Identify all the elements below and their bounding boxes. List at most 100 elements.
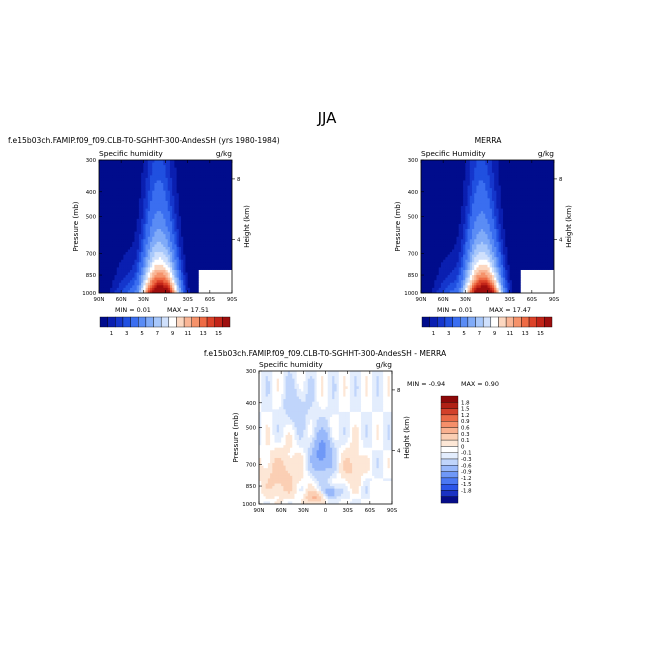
contour-cell xyxy=(138,190,142,194)
y-tick-label: 700 xyxy=(86,252,97,258)
contour-cell xyxy=(489,231,493,235)
contour-cell xyxy=(145,180,149,184)
contour-cell xyxy=(445,188,448,192)
contour-cell xyxy=(192,160,195,163)
contour-cell xyxy=(463,167,466,171)
contour-cell xyxy=(214,175,217,179)
contour-cell xyxy=(438,200,442,204)
contour-cell xyxy=(158,229,162,233)
contour-cell xyxy=(114,252,118,256)
contour-cell xyxy=(454,208,457,212)
contour-cell xyxy=(169,198,173,202)
contour-cell xyxy=(167,269,171,273)
contour-cell xyxy=(500,195,504,199)
contour-cell xyxy=(498,208,502,212)
contour-cell xyxy=(101,180,104,184)
contour-cell xyxy=(445,223,448,227)
contour-cell xyxy=(101,236,104,240)
contour-cell xyxy=(138,180,142,184)
contour-cell xyxy=(212,203,215,207)
contour-cell xyxy=(167,223,171,227)
contour-cell xyxy=(127,275,131,279)
contour-cell xyxy=(467,165,471,169)
contour-cell xyxy=(494,206,497,209)
contour-cell xyxy=(218,285,222,289)
contour-cell xyxy=(101,229,104,233)
contour-cell xyxy=(165,264,169,268)
contour-cell xyxy=(516,231,519,235)
contour-cell xyxy=(500,180,504,184)
contour-cell xyxy=(545,234,548,238)
contour-cell xyxy=(125,218,129,222)
contour-cell xyxy=(143,287,146,291)
contour-cell xyxy=(196,246,200,250)
contour-cell xyxy=(212,257,215,261)
contour-cell xyxy=(147,282,151,286)
contour-cell xyxy=(207,172,211,176)
contour-cell xyxy=(498,216,502,220)
contour-cell xyxy=(136,203,140,207)
contour-cell xyxy=(189,208,193,212)
model-units-label: g/kg xyxy=(216,149,232,158)
contour-cell xyxy=(174,234,177,238)
contour-cell xyxy=(458,180,462,184)
contour-cell xyxy=(167,272,171,276)
contour-cell xyxy=(156,285,160,289)
contour-cell xyxy=(134,170,138,174)
contour-cell xyxy=(445,190,448,194)
contour-cell xyxy=(198,239,202,243)
contour-cell xyxy=(112,244,115,248)
contour-cell xyxy=(465,206,468,209)
contour-cell xyxy=(121,285,124,289)
contour-cell xyxy=(156,277,160,281)
contour-cell xyxy=(507,231,511,235)
contour-cell xyxy=(176,190,180,194)
contour-cell xyxy=(105,167,109,171)
contour-cell xyxy=(494,172,497,176)
contour-cell xyxy=(143,226,146,230)
contour-cell xyxy=(125,188,129,192)
contour-cell xyxy=(447,180,451,184)
contour-cell xyxy=(220,218,224,222)
contour-cell xyxy=(114,167,118,171)
contour-cell xyxy=(223,185,226,189)
contour-cell xyxy=(149,277,153,281)
contour-cell xyxy=(198,257,202,261)
contour-cell xyxy=(176,254,180,258)
contour-cell xyxy=(214,244,217,248)
contour-cell xyxy=(189,254,193,258)
contour-cell xyxy=(156,249,160,253)
contour-cell xyxy=(500,162,504,166)
contour-cell xyxy=(440,183,444,186)
contour-cell xyxy=(143,211,146,215)
contour-cell xyxy=(525,231,528,235)
contour-cell xyxy=(167,180,171,184)
contour-cell xyxy=(161,280,164,284)
contour-cell xyxy=(145,269,149,273)
contour-cell xyxy=(149,216,153,220)
contour-cell xyxy=(134,264,138,268)
contour-cell xyxy=(110,241,113,245)
contour-cell xyxy=(174,211,177,215)
contour-cell xyxy=(112,241,115,245)
contour-cell xyxy=(196,252,200,256)
contour-cell xyxy=(103,188,107,192)
contour-cell xyxy=(103,160,107,163)
contour-cell xyxy=(551,206,554,209)
contour-cell xyxy=(207,241,211,245)
contour-cell xyxy=(476,185,480,189)
contour-cell xyxy=(476,165,480,169)
contour-cell xyxy=(134,198,138,202)
contour-cell xyxy=(200,252,204,256)
contour-cell xyxy=(130,290,133,293)
contour-cell xyxy=(101,206,104,209)
contour-cell xyxy=(443,200,446,204)
contour-cell xyxy=(152,267,155,271)
contour-cell xyxy=(174,206,177,209)
contour-cell xyxy=(145,216,149,220)
contour-cell xyxy=(209,162,213,166)
contour-cell xyxy=(545,190,548,194)
contour-cell xyxy=(542,198,546,202)
contour-cell xyxy=(116,285,120,289)
contour-cell xyxy=(203,183,206,186)
